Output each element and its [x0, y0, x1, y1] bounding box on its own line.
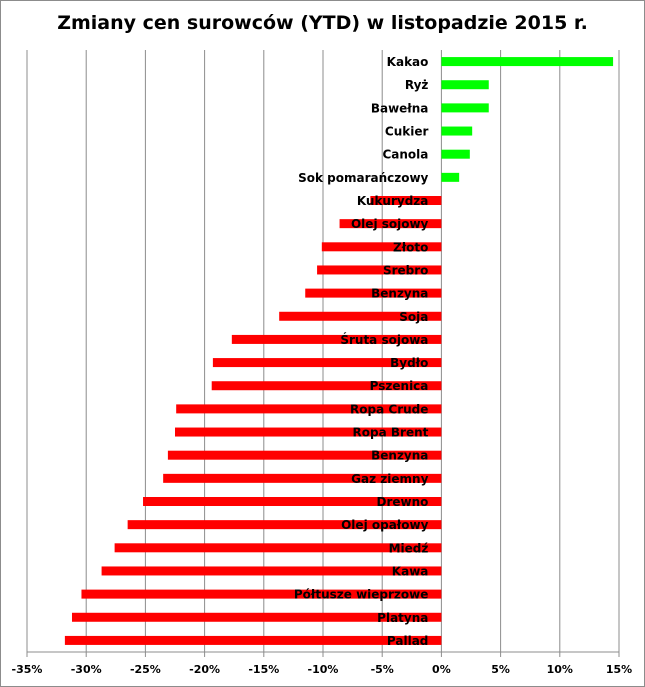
bar — [321, 242, 442, 252]
x-tick-label: -10% — [308, 663, 339, 676]
bar — [231, 334, 442, 344]
category-label: Kawa — [392, 564, 429, 578]
category-label: Drewno — [377, 495, 429, 509]
category-label: Ropa Crude — [350, 402, 428, 416]
category-label: Benzyna — [371, 449, 428, 463]
bar — [441, 149, 470, 159]
bars — [64, 57, 614, 645]
category-label: Półtusze wieprzowe — [294, 588, 429, 602]
bar — [114, 543, 442, 553]
category-label: Gaz ziemny — [351, 472, 428, 486]
bar — [64, 635, 442, 645]
bar — [279, 311, 442, 321]
x-tick-label: 5% — [491, 663, 510, 676]
bar — [317, 265, 442, 275]
bar — [441, 57, 614, 67]
category-label: Złoto — [393, 240, 428, 254]
category-label: Platyna — [377, 611, 428, 625]
grid-lines — [26, 50, 620, 652]
category-label: Olej sojowy — [351, 217, 429, 231]
category-label: Bawełna — [371, 101, 429, 115]
bar — [163, 473, 442, 483]
bar — [81, 589, 442, 599]
bar — [370, 196, 442, 205]
x-tick-label: -30% — [71, 663, 102, 676]
category-label: Ropa Brent — [353, 426, 429, 440]
bar — [176, 404, 442, 414]
bar — [339, 219, 442, 229]
x-axis: -35% -30% -25% -20% -15% -10% -5% 0% 5% 10% 15% — [12, 651, 632, 676]
category-label: Kakao — [387, 55, 429, 69]
x-tick-label: -35% — [12, 663, 43, 676]
bar — [441, 103, 489, 113]
category-label: Miedź — [389, 541, 429, 555]
bar — [441, 172, 460, 182]
category-label: Ryż — [405, 78, 429, 92]
x-tick-label: -15% — [248, 663, 279, 676]
category-labels: Kakao Ryż Bawełna Cukier Canola Sok pomarańcz… — [294, 55, 429, 648]
category-label: Benzyna — [371, 287, 428, 301]
bar — [101, 566, 442, 576]
category-label: Soja — [399, 310, 428, 324]
x-tick-label: -25% — [130, 663, 161, 676]
chart-title: Zmiany cen surowców (YTD) w listopadzie … — [57, 12, 588, 34]
bar — [212, 358, 442, 368]
bar — [211, 381, 442, 391]
category-label: Olej opałowy — [341, 518, 428, 532]
x-tick-label: 10% — [547, 663, 573, 676]
category-label: Sok pomarańczowy — [298, 171, 428, 185]
x-tick-label: -5% — [371, 663, 394, 676]
category-label: Canola — [382, 148, 428, 162]
x-tick-label: 0% — [432, 663, 451, 676]
category-label: Cukier — [385, 125, 429, 139]
bar — [441, 126, 473, 136]
bar — [305, 288, 442, 298]
bar — [441, 80, 489, 90]
category-label: Kukurydza — [357, 194, 429, 208]
x-tick-label: 15% — [606, 663, 632, 676]
bar — [71, 612, 442, 622]
category-label: Śruta sojowa — [340, 332, 428, 347]
category-label: Pallad — [387, 634, 428, 648]
x-tick-label: -20% — [189, 663, 220, 676]
category-label: Srebro — [383, 263, 428, 277]
category-label: Pszenica — [370, 379, 429, 393]
bar — [127, 520, 442, 530]
category-label: Bydło — [390, 356, 428, 370]
bar — [167, 450, 442, 460]
bar — [175, 427, 442, 437]
bar — [143, 497, 442, 506]
